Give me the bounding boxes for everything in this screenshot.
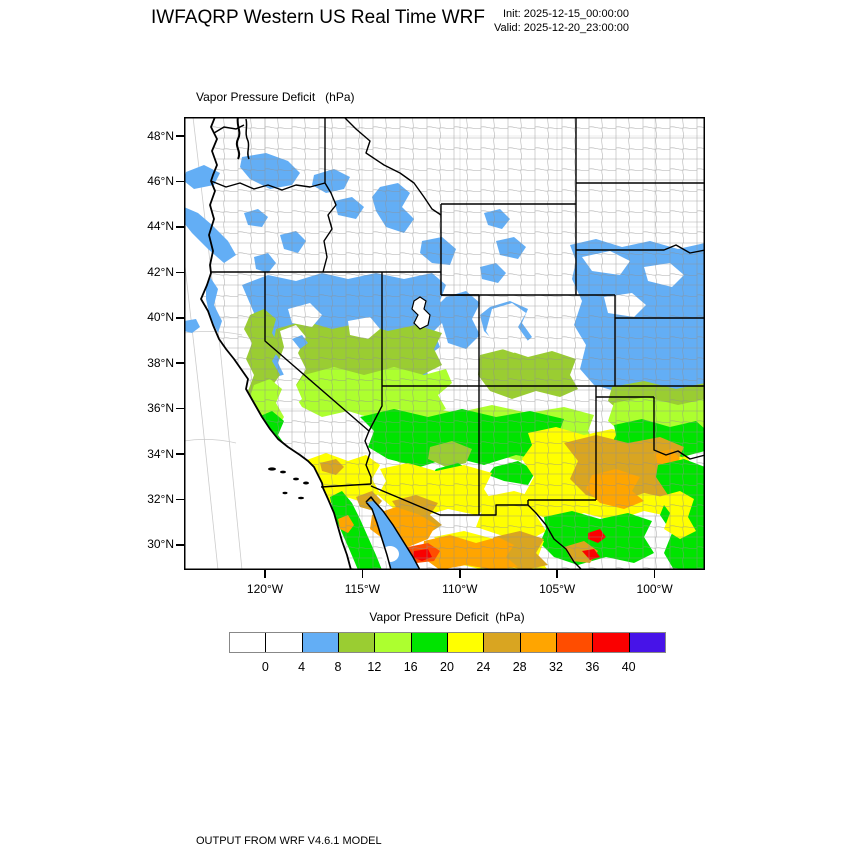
lat-tick-label: 32°N — [147, 492, 174, 507]
lat-tick-label: 34°N — [147, 446, 174, 461]
lat-tick — [176, 135, 184, 137]
lon-tick-label: 105°W — [539, 582, 576, 596]
lat-tick — [176, 453, 184, 455]
colorbar-tick-label: 24 — [476, 660, 491, 674]
lat-tick-label: 46°N — [147, 173, 174, 188]
colorbar-cell — [519, 633, 556, 652]
colorbar-cell — [628, 633, 665, 652]
lon-tick — [459, 570, 461, 578]
colorbar-cell — [592, 633, 629, 652]
colorbar-cell — [483, 633, 520, 652]
channel-islands — [268, 467, 309, 500]
colorbar-tick-label: 16 — [403, 660, 418, 674]
colorbar-cell — [301, 633, 338, 652]
ocean-graticule — [184, 117, 243, 570]
colorbar-tick-label: 4 — [298, 660, 306, 674]
colorbar — [229, 632, 666, 653]
lat-tick-label: 30°N — [147, 537, 174, 552]
colorbar-cell — [446, 633, 484, 652]
lat-tick — [176, 271, 184, 274]
lat-tick — [176, 498, 184, 501]
lon-tick-label: 115°W — [344, 582, 381, 596]
lat-tick-label: 38°N — [147, 355, 174, 370]
colorbar-tick-label: 28 — [512, 660, 527, 674]
colorbar-tick-label: 40 — [621, 660, 636, 674]
lon-tick-label: 110°W — [442, 582, 478, 596]
colorbar-cell — [410, 633, 447, 652]
lat-tick — [176, 180, 184, 183]
lat-tick — [176, 317, 184, 319]
colorbar-tick-label: 8 — [334, 660, 342, 674]
lon-tick — [361, 570, 364, 578]
lat-tick-label: 42°N — [147, 264, 174, 279]
lon-tick-label: 100°W — [636, 582, 673, 596]
colorbar-tick-label: 12 — [367, 660, 382, 674]
colorbar-cell — [265, 633, 302, 652]
colorbar-title: Vapor Pressure Deficit (hPa) — [369, 610, 525, 624]
puget-sound — [213, 117, 250, 160]
lat-tick — [176, 544, 184, 546]
colorbar-cell — [555, 633, 593, 652]
colorbar-cell — [337, 633, 375, 652]
pacific-ocean — [184, 117, 351, 570]
lat-tick — [176, 407, 184, 410]
colorbar-tick-label: 36 — [585, 660, 600, 674]
map-border — [184, 117, 705, 570]
lat-tick — [176, 226, 184, 228]
model-version-line: OUTPUT FROM WRF V4.6.1 MODEL — [196, 835, 382, 847]
map-svg — [184, 117, 705, 570]
coastline — [200, 117, 421, 570]
great-salt-lake — [411, 296, 431, 330]
lon-tick — [556, 570, 558, 578]
page-title: IWFAQRP Western US Real Time WRF — [151, 7, 485, 28]
lat-tick-label: 40°N — [147, 310, 174, 325]
lon-tick-label: 120°W — [246, 582, 284, 596]
lat-tick-label: 36°N — [147, 401, 174, 416]
colorbar-tick-label: 20 — [440, 660, 454, 674]
init-time: Init: 2025-12-15_00:00:00 — [503, 8, 629, 20]
colorbar-cell — [374, 633, 411, 652]
state-borders — [210, 117, 705, 570]
colorbar-cell — [230, 633, 266, 652]
lon-tick — [653, 570, 656, 578]
ocean-vpd — [184, 165, 420, 570]
map-field-title: Vapor Pressure Deficit (hPa) — [196, 90, 355, 104]
colorbar-tick-label: 32 — [549, 660, 563, 674]
lat-tick-label: 44°N — [147, 219, 174, 234]
lat-tick — [176, 362, 184, 364]
lon-tick — [264, 570, 266, 578]
footer-notes: OUTPUT FROM WRF V4.6.1 MODEL WE = 310 ; … — [196, 808, 629, 850]
valid-time: Valid: 2025-12-20_23:00:00 — [494, 22, 629, 34]
map-canvas — [184, 117, 705, 570]
run-info: Init: 2025-12-15_00:00:00 Valid: 2025-12… — [494, 7, 629, 35]
colorbar-tick-label: 0 — [261, 660, 269, 674]
lat-tick-label: 48°N — [147, 128, 174, 143]
